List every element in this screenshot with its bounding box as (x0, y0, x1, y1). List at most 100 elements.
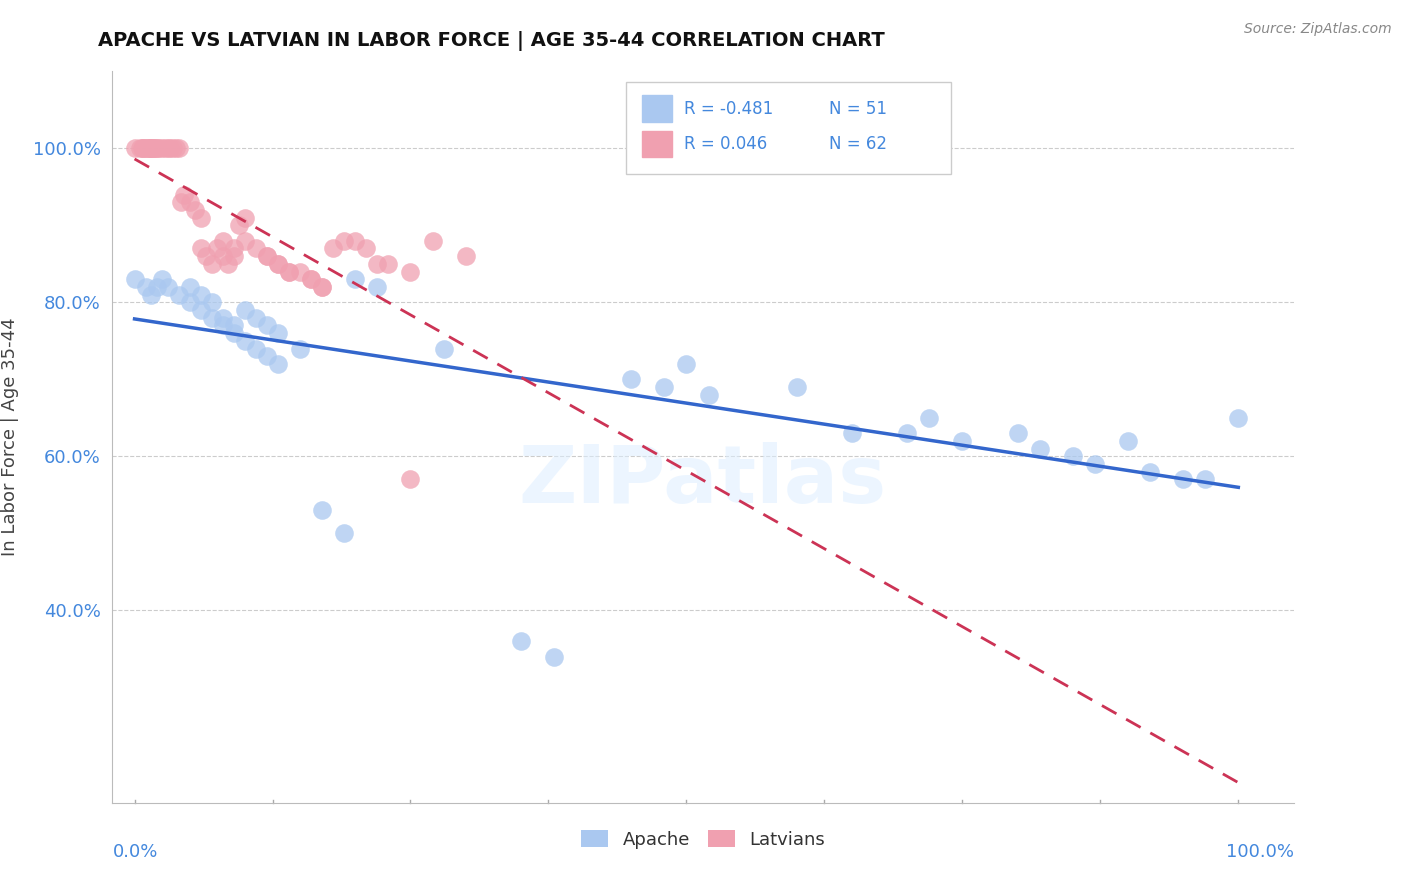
Point (333, 526, 356, 541)
Point (322, 242, 344, 256)
Point (167, 287, 190, 301)
Point (131, 141, 153, 155)
Point (212, 234, 235, 248)
Point (190, 303, 212, 318)
Point (135, 141, 157, 155)
Point (150, 272, 173, 286)
Point (173, 187, 195, 202)
Point (267, 257, 290, 271)
Point (228, 219, 250, 233)
Point (233, 211, 256, 225)
Text: N = 62: N = 62 (830, 135, 887, 153)
Point (256, 349, 278, 363)
Point (124, 272, 146, 286)
Point (212, 249, 235, 263)
Point (217, 257, 239, 271)
Point (509, 634, 531, 648)
Text: R = -0.481: R = -0.481 (685, 100, 773, 118)
Point (366, 280, 388, 294)
Point (399, 264, 422, 278)
Point (156, 141, 179, 155)
Point (454, 249, 477, 263)
Point (233, 303, 256, 318)
FancyBboxPatch shape (641, 95, 672, 122)
Point (311, 503, 333, 517)
Point (267, 357, 290, 371)
Point (207, 242, 229, 256)
Point (142, 141, 165, 155)
Point (212, 318, 235, 333)
Text: APACHE VS LATVIAN IN LABOR FORCE | AGE 35-44 CORRELATION CHART: APACHE VS LATVIAN IN LABOR FORCE | AGE 3… (98, 31, 886, 51)
Point (170, 195, 193, 210)
Point (1084, 457, 1107, 471)
Text: 0.0%: 0.0% (112, 843, 157, 861)
Point (278, 264, 301, 278)
FancyBboxPatch shape (641, 130, 672, 157)
Point (201, 257, 224, 271)
Point (134, 141, 156, 155)
Point (145, 141, 167, 155)
Point (256, 249, 278, 263)
Point (841, 426, 863, 441)
Point (222, 318, 245, 333)
Point (399, 472, 422, 486)
Point (201, 310, 224, 325)
Point (356, 242, 378, 256)
Point (145, 141, 167, 155)
Point (1116, 434, 1139, 448)
Text: Source: ZipAtlas.com: Source: ZipAtlas.com (1244, 22, 1392, 37)
Point (143, 141, 166, 155)
Point (145, 280, 167, 294)
Point (288, 342, 311, 356)
Point (366, 257, 388, 271)
Point (344, 234, 367, 248)
Point (190, 242, 212, 256)
Point (162, 141, 184, 155)
Point (166, 141, 188, 155)
FancyBboxPatch shape (626, 82, 950, 174)
Point (543, 649, 565, 664)
Point (950, 434, 973, 448)
Point (148, 141, 170, 155)
Point (299, 272, 322, 286)
Point (311, 280, 333, 294)
Point (278, 264, 301, 278)
Point (124, 141, 146, 155)
Point (1227, 410, 1250, 425)
Point (233, 234, 256, 248)
Text: R = 0.046: R = 0.046 (685, 135, 768, 153)
Text: ZIPatlas: ZIPatlas (519, 442, 887, 520)
Point (1007, 426, 1029, 441)
Point (139, 141, 162, 155)
Point (222, 249, 245, 263)
Point (184, 202, 207, 217)
Point (299, 272, 322, 286)
Text: 100.0%: 100.0% (1226, 843, 1294, 861)
Point (190, 211, 212, 225)
Point (245, 310, 267, 325)
Point (896, 426, 918, 441)
Point (654, 380, 676, 394)
Point (267, 257, 290, 271)
Point (256, 249, 278, 263)
Point (620, 372, 643, 386)
Point (129, 141, 152, 155)
Point (1062, 450, 1084, 464)
Point (167, 141, 190, 155)
Point (179, 280, 201, 294)
Point (256, 318, 278, 333)
Point (179, 295, 201, 310)
Point (195, 249, 218, 263)
Point (245, 342, 267, 356)
Point (201, 295, 224, 310)
Point (132, 141, 155, 155)
Point (141, 141, 163, 155)
Y-axis label: In Labor Force | Age 35-44: In Labor Force | Age 35-44 (1, 318, 18, 557)
Point (139, 287, 162, 301)
Point (190, 287, 212, 301)
Point (422, 234, 444, 248)
Point (675, 357, 697, 371)
Point (150, 141, 173, 155)
Point (139, 141, 162, 155)
Point (288, 264, 311, 278)
